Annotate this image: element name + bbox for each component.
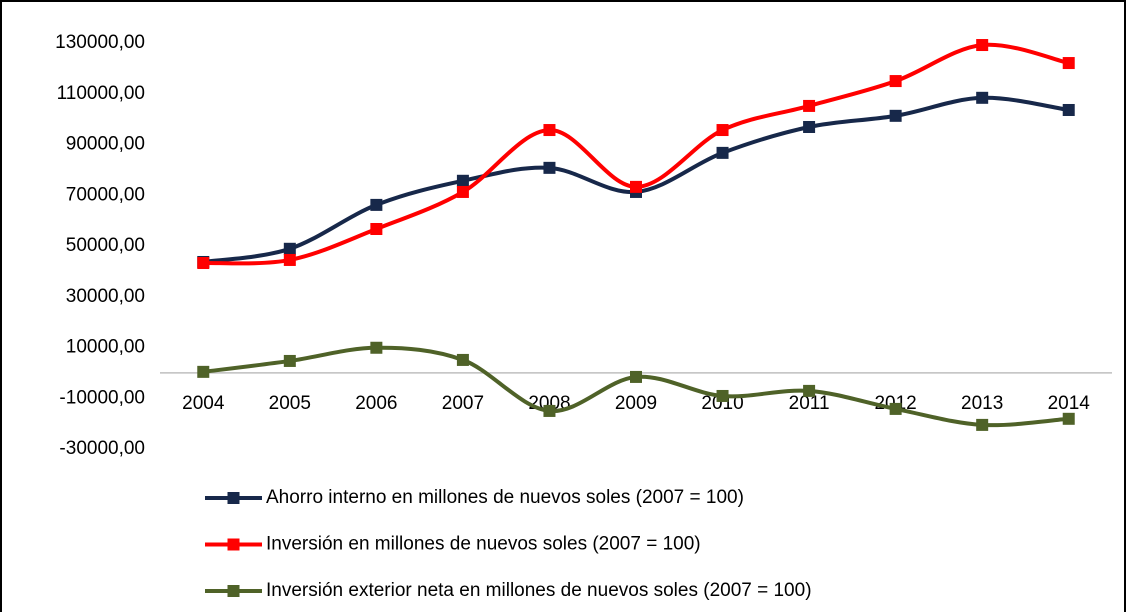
y-tick-label: -30000,00: [59, 438, 145, 459]
point-marker: [889, 109, 902, 122]
point-marker: [456, 353, 469, 366]
point-marker: [543, 404, 556, 417]
x-tick-label: 2009: [615, 393, 657, 414]
y-tick-label: 90000,00: [66, 134, 145, 155]
point-marker: [716, 389, 729, 402]
point-marker: [716, 124, 729, 137]
legend-label: Inversión exterior neta en millones de n…: [266, 580, 812, 601]
point-marker: [197, 257, 210, 270]
point-marker: [803, 99, 816, 112]
point-marker: [889, 75, 902, 88]
point-marker: [1062, 103, 1075, 116]
x-tick-label: 2005: [269, 393, 311, 414]
legend-label: Ahorro interno en millones de nuevos sol…: [266, 487, 744, 508]
legend-marker: [227, 538, 240, 551]
point-marker: [456, 174, 469, 187]
point-marker: [283, 242, 296, 255]
point-marker: [370, 341, 383, 354]
point-marker: [1062, 412, 1075, 425]
point-marker: [630, 180, 642, 193]
point-marker: [976, 418, 989, 431]
point-marker: [370, 198, 383, 211]
legend-marker: [227, 585, 240, 597]
y-tick-label: 50000,00: [66, 235, 145, 256]
point-marker: [976, 39, 989, 52]
y-tick-label: 30000,00: [66, 286, 145, 307]
y-tick-label: 70000,00: [66, 184, 145, 205]
point-marker: [630, 370, 642, 383]
point-marker: [716, 146, 729, 159]
point-marker: [803, 120, 816, 133]
point-marker: [370, 222, 383, 235]
x-tick-label: 2007: [442, 393, 484, 414]
point-marker: [543, 161, 556, 174]
y-tick-label: 10000,00: [66, 337, 145, 358]
point-marker: [976, 91, 989, 104]
point-marker: [456, 185, 469, 198]
x-tick-label: 2011: [789, 393, 830, 414]
legend-marker: [227, 492, 240, 504]
point-marker: [889, 402, 902, 415]
y-tick-label: 110000,00: [57, 83, 145, 104]
y-tick-label: 130000,00: [55, 32, 145, 53]
point-marker: [197, 365, 210, 378]
point-marker: [1062, 57, 1075, 70]
x-tick-label: 2014: [1048, 393, 1091, 414]
x-tick-label: 2004: [182, 393, 225, 414]
legend-label: Inversión en millones de nuevos soles (2…: [266, 534, 701, 555]
point-marker: [543, 124, 556, 137]
point-marker: [803, 384, 816, 397]
point-marker: [283, 354, 296, 367]
x-tick-label: 2013: [961, 393, 1003, 414]
y-tick-label: -10000,00: [59, 387, 145, 408]
point-marker: [283, 253, 296, 266]
x-tick-label: 2006: [355, 393, 397, 414]
